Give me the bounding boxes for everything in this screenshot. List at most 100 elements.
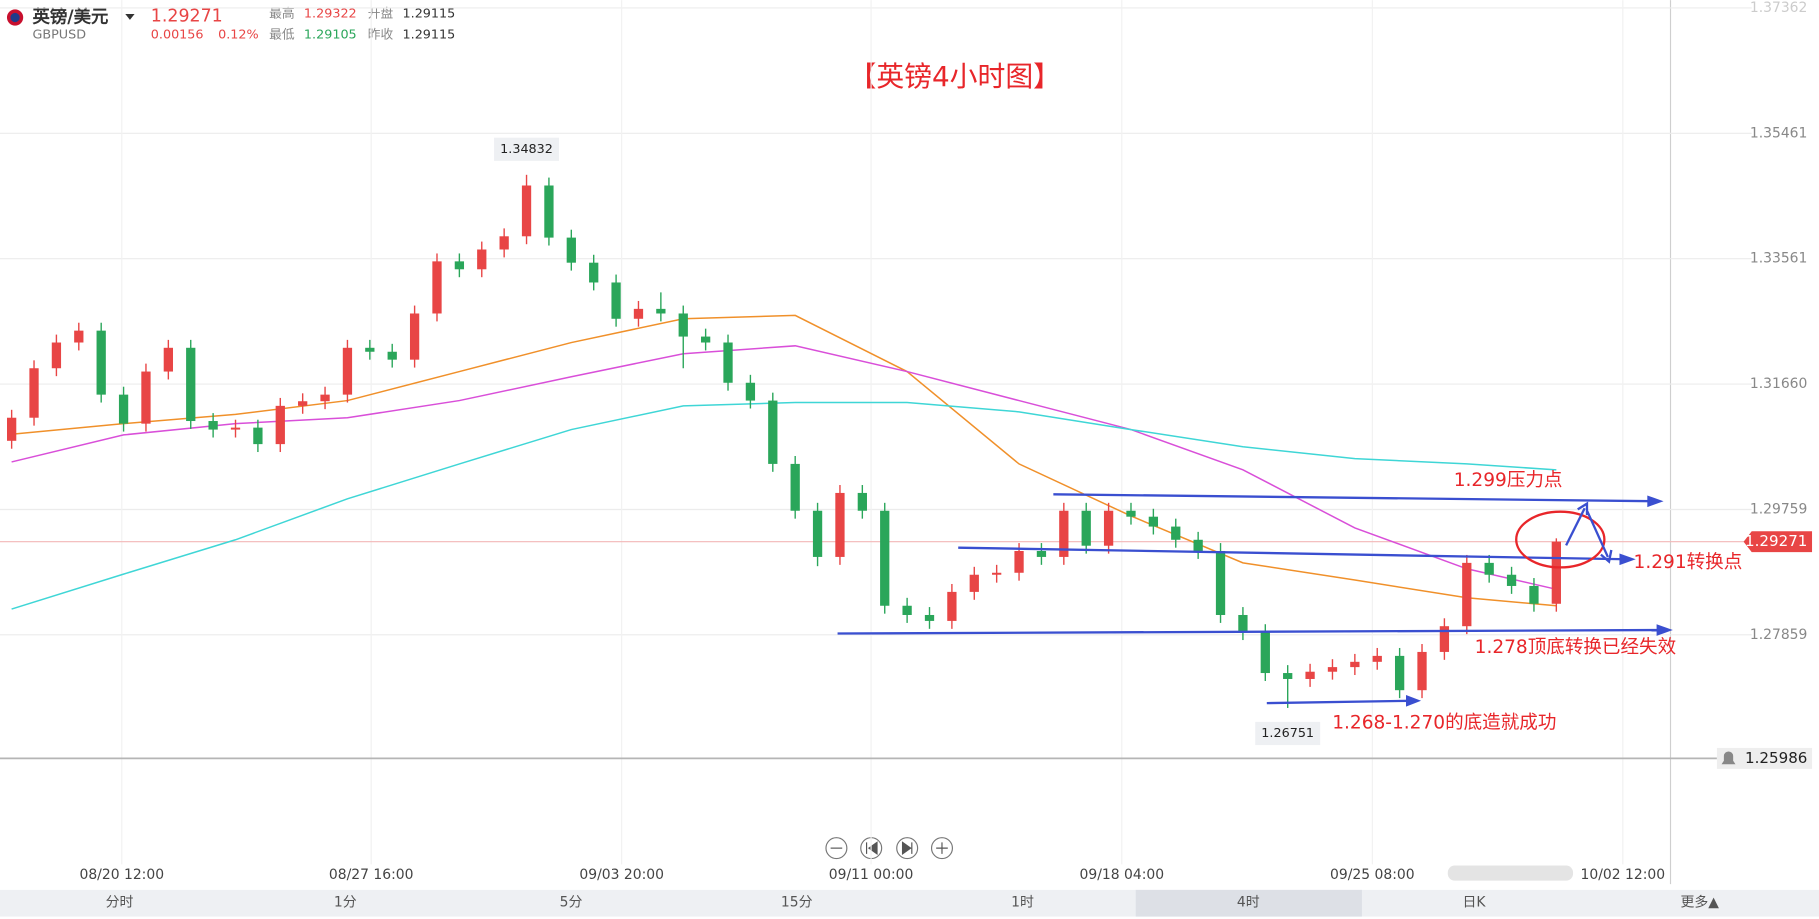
plot [0, 0, 1752, 865]
candle-body [1462, 562, 1472, 627]
symbol-name[interactable]: 英镑/美元 [32, 7, 109, 28]
moving-average [11, 401, 1557, 610]
candle-body [477, 249, 487, 270]
candle-body [1327, 667, 1338, 672]
tab[interactable]: 15分 [781, 895, 813, 911]
level-line [1266, 699, 1411, 705]
candle-body [29, 368, 39, 418]
y-tick-label: 1.27859 [1750, 627, 1808, 643]
highlight-circle [1515, 510, 1606, 569]
tab[interactable]: 4时 [1237, 895, 1260, 911]
candle-body [1283, 673, 1293, 679]
last-price: 1.29271 [151, 6, 223, 26]
level-line [837, 628, 1664, 635]
candle-body [611, 282, 621, 319]
symbol-code: GBPUSD [32, 27, 86, 42]
candle-body [186, 347, 196, 422]
extreme-callout [494, 137, 560, 161]
candle-body [1305, 671, 1315, 679]
arrow-head [1656, 624, 1673, 636]
candle-body [1350, 661, 1360, 668]
candle-body [342, 347, 353, 395]
candle-body [1484, 562, 1494, 575]
moving-average [11, 314, 1557, 607]
tab[interactable]: 1分 [334, 895, 357, 911]
arrow-head [1406, 694, 1422, 707]
candle-body [1394, 655, 1405, 691]
scroll-handle[interactable] [1447, 865, 1574, 881]
icon [936, 842, 948, 854]
change-pct: 0.12% [218, 27, 259, 42]
chart-title: 【英镑4小时图】 [848, 60, 1061, 93]
level-line [958, 546, 1627, 561]
moving-average [11, 345, 1557, 591]
candle-body [880, 510, 890, 606]
x-tick-label: 09/11 00:00 [829, 867, 914, 883]
alert-tag [1716, 747, 1813, 769]
stat-label: 最低 [269, 27, 295, 42]
candle-body [947, 591, 957, 621]
tab[interactable]: 更多▲ [1680, 894, 1719, 911]
candle-body [857, 492, 867, 511]
dropdown-arrow[interactable] [125, 14, 135, 20]
candle-body [521, 185, 532, 237]
stat-value: 1.29322 [304, 7, 357, 22]
candle-body [1148, 516, 1159, 527]
tab[interactable]: 5分 [560, 895, 583, 911]
annotation: 1.278顶底转换已经失效 [1475, 637, 1676, 658]
candle-body [723, 342, 733, 383]
candle-body [1551, 541, 1561, 604]
direction-arrows [1565, 501, 1613, 564]
candle-body [320, 394, 330, 402]
candle-body [992, 572, 1002, 575]
candle-body [96, 330, 106, 395]
candle-body [275, 405, 285, 445]
candle-body [544, 185, 554, 238]
candle-body [1238, 614, 1248, 633]
candle-body [1193, 539, 1203, 551]
tab-bar [0, 889, 1819, 917]
candle-body [253, 427, 263, 445]
tab[interactable]: 日K [1462, 895, 1486, 911]
candle-body [902, 605, 912, 615]
candle-body [656, 308, 666, 314]
x-tick-label: 10/02 12:00 [1581, 867, 1666, 883]
extreme-label: 1.34832 [500, 142, 553, 157]
candle-body [208, 421, 218, 430]
annotation: 1.291转换点 [1634, 552, 1743, 573]
x-tick-label: 08/20 12:00 [79, 867, 164, 883]
candle-body [1014, 550, 1024, 573]
candle-body [230, 427, 241, 430]
candle-body [7, 417, 17, 441]
candle-body [1439, 626, 1450, 652]
candle-body [1081, 510, 1091, 546]
x-tick-label: 09/25 08:00 [1330, 867, 1415, 883]
tab[interactable]: 分时 [106, 895, 134, 911]
candle-body [118, 394, 129, 424]
annotation: 1.268-1.270的底造就成功 [1332, 712, 1556, 733]
candle-body [387, 351, 397, 360]
candle-body [454, 261, 465, 270]
candle-body [1171, 526, 1181, 540]
candle-body [700, 336, 711, 343]
extreme-callout [1255, 721, 1321, 746]
candle-body [1417, 651, 1427, 691]
tab[interactable]: 1时 [1011, 895, 1034, 911]
stat-value: 1.29115 [403, 7, 456, 22]
level-line [1053, 493, 1657, 503]
candle-body [812, 510, 823, 557]
last-price-tag [1743, 531, 1813, 553]
change: 0.00156 [151, 27, 204, 42]
candle-body [1372, 655, 1382, 662]
candle-body [1215, 550, 1226, 615]
arrow-head [1647, 495, 1664, 508]
annotation: 1.299压力点 [1454, 470, 1563, 491]
y-tick-label: 1.37362 [1750, 0, 1808, 16]
candle-body [432, 261, 442, 314]
candle-body [365, 347, 375, 352]
candle-body [745, 382, 756, 401]
x-tick-label: 09/03 20:00 [579, 867, 664, 883]
stat-label: 昨收 [368, 27, 394, 42]
